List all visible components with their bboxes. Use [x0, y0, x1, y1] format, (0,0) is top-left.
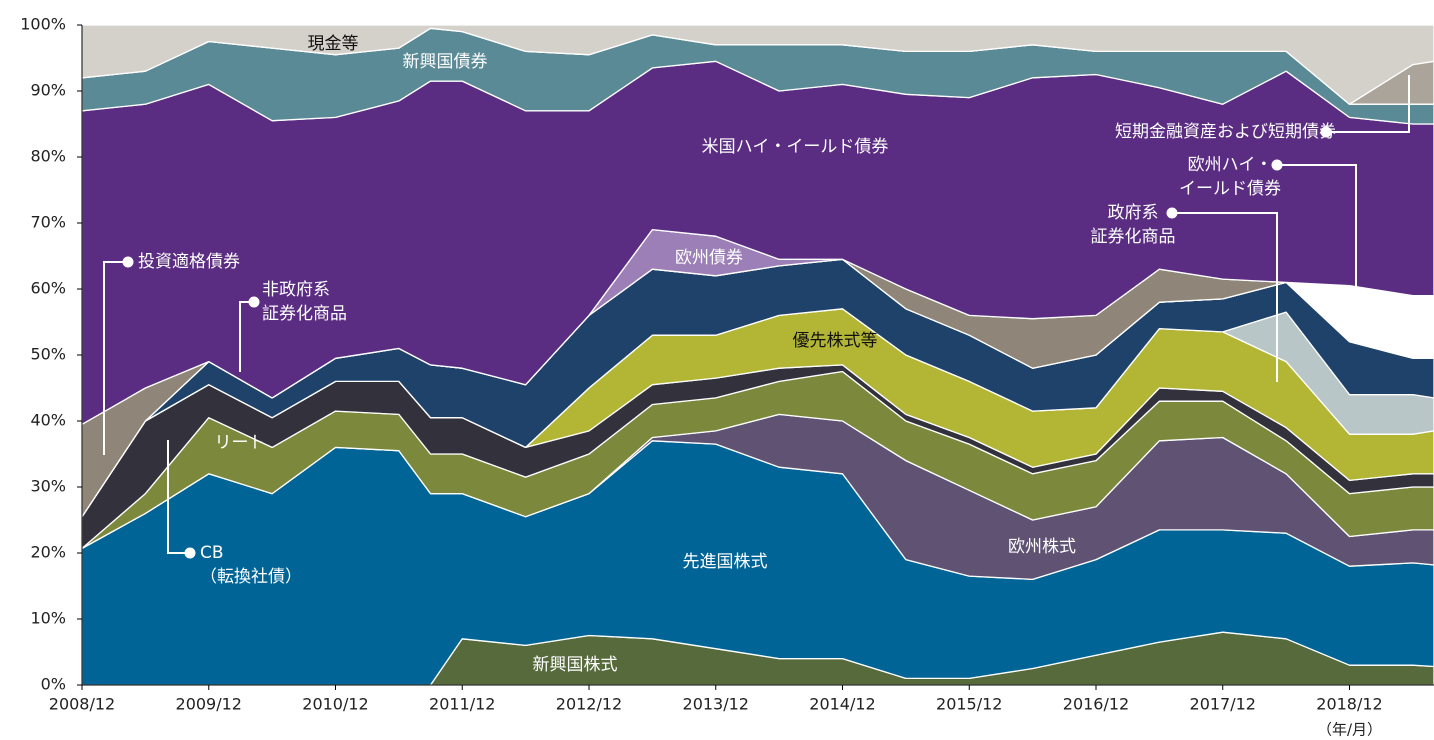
series-label: 欧州株式: [1008, 537, 1076, 557]
series-label: 現金等: [307, 34, 359, 54]
series-label: 政府系 証券化商品: [1090, 203, 1176, 247]
x-tick-label: 2013/12: [683, 695, 749, 714]
area: [81, 24, 1434, 105]
y-tick-label: 40%: [30, 411, 66, 430]
x-tick-label: 2014/12: [809, 695, 875, 714]
x-axis-label: （年/月）: [1317, 721, 1382, 739]
x-tick-label: 2012/12: [556, 695, 622, 714]
areas: [81, 24, 1434, 686]
series-label: 新興国債券: [402, 52, 488, 72]
y-tick-label: 70%: [30, 213, 66, 232]
y-tick-label: 80%: [30, 147, 66, 166]
series-label: 非政府系 証券化商品: [262, 280, 347, 324]
callout-dot: [1271, 159, 1283, 171]
callout-dot: [122, 256, 134, 268]
callout-line: [103, 261, 128, 455]
series-label: 米国ハイ・イールド債券: [701, 137, 889, 157]
y-tick-label: 50%: [30, 345, 66, 364]
x-tick-label: 2018/12: [1316, 695, 1382, 714]
callout-dot: [1166, 207, 1178, 219]
x-tick-label: 2009/12: [176, 695, 242, 714]
series-label: リート: [214, 433, 266, 453]
x-tick-label: 2016/12: [1063, 695, 1129, 714]
series-label: 先進国株式: [682, 552, 768, 572]
y-tick-label: 90%: [30, 81, 66, 100]
callout-line: [167, 440, 190, 554]
callout-line: [1172, 212, 1278, 382]
y-tick-label: 30%: [30, 477, 66, 496]
y-tick-label: 60%: [30, 279, 66, 298]
series-label: 優先株式等: [792, 331, 878, 351]
y-tick-label: 20%: [30, 543, 66, 562]
series-label: 投資適格債券: [138, 252, 240, 272]
y-tick-label: 10%: [30, 609, 66, 628]
series-label: CB （転換社債）: [200, 543, 302, 587]
x-tick-label: 2008/12: [49, 695, 115, 714]
x-tick-label: 2011/12: [429, 695, 495, 714]
callouts: [103, 75, 1410, 559]
series-label: 欧州債券: [675, 248, 743, 268]
axes: 0% 10% 20% 30% 40% 50% 60% 70% 80% 90% 100% 2008/12…: [20, 15, 1434, 739]
callout-dot: [1320, 126, 1332, 138]
callout-dot: [184, 547, 196, 559]
x-tick-label: 2010/12: [302, 695, 368, 714]
y-tick-label: 0%: [41, 675, 66, 694]
x-tick-label: 2015/12: [936, 695, 1002, 714]
series-label: 欧州ハイ・ イールド債券: [1179, 155, 1281, 199]
callout-line: [1326, 75, 1410, 133]
x-tick-label: 2017/12: [1190, 695, 1256, 714]
callout-line: [1277, 164, 1357, 290]
y-tick-label: 100%: [20, 15, 66, 34]
callout-dot: [248, 296, 260, 308]
series-label: 新興国株式: [532, 655, 618, 675]
series-label: 短期金融資産および短期債券: [1115, 122, 1336, 142]
